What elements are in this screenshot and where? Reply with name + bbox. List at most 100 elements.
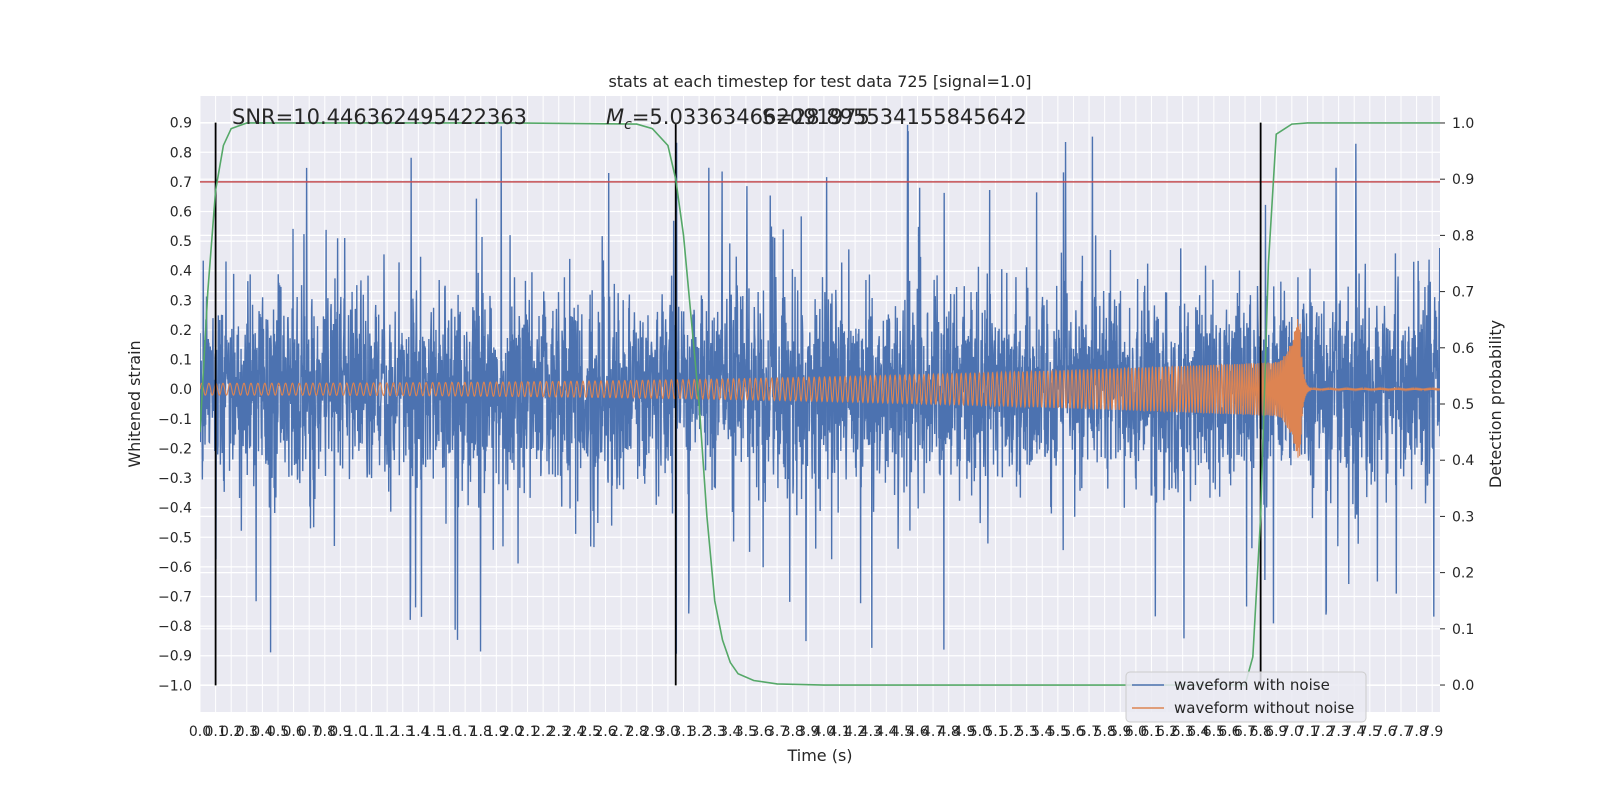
x-tick-label: 2.7	[610, 724, 632, 740]
y-tick-label: −0.7	[158, 590, 192, 606]
x-tick-label: 4.6	[906, 724, 928, 740]
y-right-tick-label: 0.1	[1452, 622, 1474, 638]
x-tick-label: 3.2	[688, 724, 710, 740]
x-tick-label: 0.2	[220, 724, 242, 740]
x-tick-label: 0.4	[251, 724, 273, 740]
y-tick-label: 0.6	[170, 205, 192, 221]
x-tick-label: 3.5	[735, 724, 757, 740]
x-tick-label: 2.8	[626, 724, 648, 740]
x-tick-label: 5.3	[1016, 724, 1038, 740]
legend-label-clean: waveform without noise	[1174, 699, 1354, 717]
x-tick-label: 1.2	[376, 724, 398, 740]
overlap-annotation: S=28.895534155845642	[762, 105, 1027, 129]
x-axis-ticks: 0.00.10.20.30.40.50.60.70.80.91.01.11.21…	[189, 724, 1443, 740]
x-tick-label: 4.3	[860, 724, 882, 740]
x-tick-label: 1.1	[360, 724, 382, 740]
x-tick-label: 4.1	[828, 724, 850, 740]
x-tick-label: 5.0	[969, 724, 991, 740]
x-tick-label: 7.9	[1421, 724, 1443, 740]
x-tick-label: 5.7	[1078, 724, 1100, 740]
x-tick-label: 6.4	[1187, 724, 1209, 740]
x-tick-label: 0.1	[204, 724, 226, 740]
x-tick-label: 6.1	[1140, 724, 1162, 740]
y-tick-label: −0.2	[158, 441, 192, 457]
y-right-tick-label: 0.6	[1452, 341, 1474, 357]
x-tick-label: 5.8	[1094, 724, 1116, 740]
y-axis-right-label: Detection probability	[1486, 320, 1505, 488]
y-tick-label: 0.8	[170, 145, 192, 161]
x-tick-label: 0.0	[189, 724, 211, 740]
x-tick-label: 6.5	[1203, 724, 1225, 740]
y-right-tick-label: 0.5	[1452, 397, 1474, 413]
y-right-tick-label: 0.3	[1452, 509, 1474, 525]
x-tick-label: 1.3	[392, 724, 414, 740]
x-tick-label: 0.7	[298, 724, 320, 740]
x-tick-label: 5.1	[984, 724, 1006, 740]
x-tick-label: 7.8	[1405, 724, 1427, 740]
series-waveform-without-noise	[200, 319, 1440, 458]
x-tick-label: 0.9	[329, 724, 351, 740]
x-tick-label: 7.5	[1359, 724, 1381, 740]
x-tick-label: 3.3	[704, 724, 726, 740]
x-tick-label: 7.4	[1343, 724, 1365, 740]
x-tick-label: 2.9	[641, 724, 663, 740]
x-tick-label: 4.2	[844, 724, 866, 740]
legend-box	[1125, 671, 1367, 723]
y-tick-label: 0.0	[170, 382, 192, 398]
y-tick-label: −0.6	[158, 560, 192, 576]
x-tick-label: 3.7	[766, 724, 788, 740]
y-tick-label: 0.9	[170, 116, 192, 132]
x-tick-label: 3.6	[750, 724, 772, 740]
x-tick-label: 4.5	[891, 724, 913, 740]
x-tick-label: 4.0	[813, 724, 835, 740]
x-tick-label: 7.0	[1281, 724, 1303, 740]
y-axis-ticks: 0.9 0.8 0.7 0.6 0.5 0.4 0.3 0.2 0.1 0.0 −0.1 −0.2 −0…	[158, 116, 192, 695]
x-tick-label: 6.9	[1265, 724, 1287, 740]
x-tick-label: 1.4	[407, 724, 429, 740]
y-tick-label: 0.7	[170, 175, 192, 191]
y-tick-label: 0.5	[170, 234, 192, 250]
y-axis-label: Whitened strain	[125, 340, 144, 467]
snr-annotation: SNR=10.446362495422363	[232, 105, 527, 129]
x-tick-label: 2.6	[594, 724, 616, 740]
x-tick-label: 6.8	[1249, 724, 1271, 740]
x-tick-label: 3.0	[657, 724, 679, 740]
x-tick-label: 5.2	[1000, 724, 1022, 740]
y-tick-label: −0.4	[158, 501, 192, 517]
x-tick-label: 1.8	[470, 724, 492, 740]
x-tick-label: 6.6	[1218, 724, 1240, 740]
x-tick-label: 0.6	[282, 724, 304, 740]
x-tick-label: 1.7	[454, 724, 476, 740]
x-tick-label: 2.3	[548, 724, 570, 740]
chirp-mass-subscript: c	[624, 117, 632, 133]
x-tick-label: 5.6	[1062, 724, 1084, 740]
x-tick-label: 2.1	[516, 724, 538, 740]
x-tick-label: 6.3	[1172, 724, 1194, 740]
y-right-tick-label: 0.9	[1452, 172, 1474, 188]
y-tick-label: −1.0	[158, 678, 192, 694]
y-tick-label: 0.3	[170, 293, 192, 309]
y-tick-label: −0.5	[158, 530, 192, 546]
x-tick-label: 2.0	[501, 724, 523, 740]
chirp-mass-symbol: M	[606, 105, 624, 129]
x-tick-label: 5.4	[1031, 724, 1053, 740]
x-tick-label: 3.1	[672, 724, 694, 740]
x-tick-label: 3.8	[782, 724, 804, 740]
chart-title: stats at each timestep for test data 725…	[608, 72, 1031, 91]
x-tick-label: 6.7	[1234, 724, 1256, 740]
y-tick-label: −0.3	[158, 471, 192, 487]
x-tick-label: 7.3	[1327, 724, 1349, 740]
x-tick-label: 0.3	[236, 724, 258, 740]
x-tick-label: 6.2	[1156, 724, 1178, 740]
y-tick-label: −0.9	[158, 649, 192, 665]
x-tick-label: 4.9	[953, 724, 975, 740]
x-axis-label: Time (s)	[786, 746, 852, 765]
x-tick-label: 7.6	[1374, 724, 1396, 740]
y-tick-label: −0.8	[158, 619, 192, 635]
x-tick-label: 7.7	[1390, 724, 1412, 740]
x-tick-label: 4.8	[938, 724, 960, 740]
x-tick-label: 7.2	[1312, 724, 1334, 740]
y-right-tick-label: 1.0	[1452, 116, 1474, 132]
x-tick-label: 3.4	[719, 724, 741, 740]
